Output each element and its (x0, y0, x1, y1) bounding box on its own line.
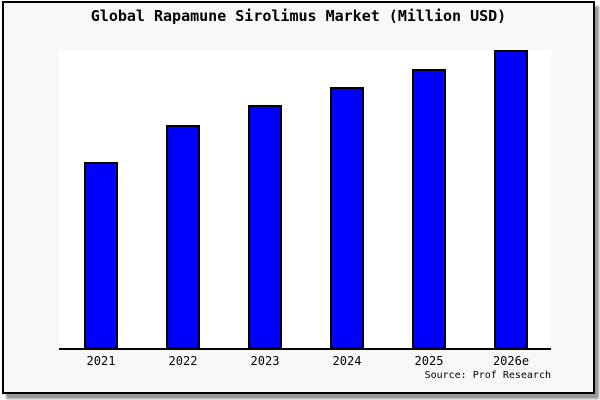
bar-2026e (494, 50, 528, 349)
xtick-2021: 2021 (86, 354, 116, 368)
xtick-2026e: 2026e (492, 354, 530, 368)
plot-area (59, 50, 551, 349)
xtick-2025: 2025 (414, 354, 444, 368)
bar-2022 (166, 125, 200, 349)
x-axis-line (59, 348, 551, 350)
bar-2021 (84, 162, 118, 349)
chart-title: Global Rapamune Sirolimus Market (Millio… (90, 7, 507, 25)
xtick-2023: 2023 (250, 354, 280, 368)
bar-2023 (248, 105, 282, 349)
x-axis-tick-labels: 2021 2022 2023 2024 2025 2026e (59, 354, 551, 368)
source-note: Source: Prof Research (424, 370, 551, 381)
xtick-2024: 2024 (332, 354, 362, 368)
bar-2025 (412, 69, 446, 349)
bar-2024 (330, 87, 364, 349)
xtick-2022: 2022 (168, 354, 198, 368)
